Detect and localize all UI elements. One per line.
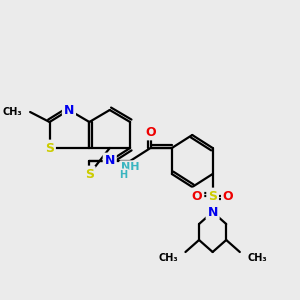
Text: O: O (223, 190, 233, 202)
Text: CH₃: CH₃ (248, 253, 267, 263)
Text: CH₃: CH₃ (3, 107, 22, 117)
Text: S: S (45, 142, 54, 154)
Text: H: H (119, 170, 128, 180)
Text: O: O (192, 190, 203, 202)
Text: O: O (145, 125, 156, 139)
Text: N: N (207, 206, 218, 218)
Text: S: S (208, 190, 217, 202)
Text: N: N (64, 103, 74, 116)
Text: N: N (104, 154, 115, 167)
Text: CH₃: CH₃ (158, 253, 178, 263)
Text: NH: NH (121, 162, 140, 172)
Text: S: S (85, 167, 94, 181)
